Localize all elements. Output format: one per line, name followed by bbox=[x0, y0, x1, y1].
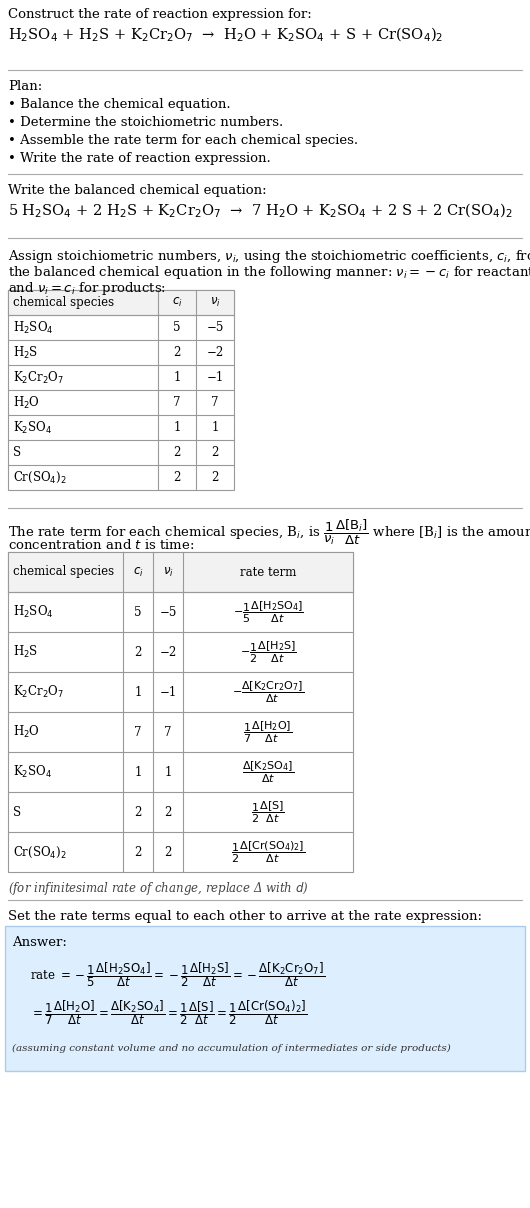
Text: 2: 2 bbox=[134, 806, 142, 819]
Text: $\dfrac{1}{2}\dfrac{\Delta[\mathrm{S}]}{\Delta t}$: $\dfrac{1}{2}\dfrac{\Delta[\mathrm{S}]}{… bbox=[251, 800, 285, 825]
Text: 2: 2 bbox=[211, 446, 219, 459]
Text: H$_2$O: H$_2$O bbox=[13, 395, 40, 411]
Text: (assuming constant volume and no accumulation of intermediates or side products): (assuming constant volume and no accumul… bbox=[12, 1044, 450, 1053]
Text: 7: 7 bbox=[211, 396, 219, 410]
Text: Answer:: Answer: bbox=[12, 936, 67, 949]
Text: K$_2$Cr$_2$O$_7$: K$_2$Cr$_2$O$_7$ bbox=[13, 684, 64, 701]
Text: K$_2$SO$_4$: K$_2$SO$_4$ bbox=[13, 763, 52, 780]
Text: −5: −5 bbox=[160, 605, 176, 618]
Text: −1: −1 bbox=[160, 685, 176, 698]
Text: rate $= -\dfrac{1}{5}\dfrac{\Delta[\mathrm{H_2SO_4}]}{\Delta t} = -\dfrac{1}{2}\: rate $= -\dfrac{1}{5}\dfrac{\Delta[\math… bbox=[30, 960, 325, 989]
Text: S: S bbox=[13, 806, 21, 819]
Text: $c_i$: $c_i$ bbox=[172, 296, 182, 309]
Text: chemical species: chemical species bbox=[13, 565, 114, 579]
Text: • Write the rate of reaction expression.: • Write the rate of reaction expression. bbox=[8, 152, 271, 165]
Text: 1: 1 bbox=[173, 422, 181, 434]
Text: −5: −5 bbox=[206, 321, 224, 333]
Text: 2: 2 bbox=[173, 471, 181, 484]
Text: −2: −2 bbox=[160, 645, 176, 658]
Text: H$_2$S: H$_2$S bbox=[13, 644, 38, 660]
Bar bbox=[8, 552, 353, 872]
Text: 7: 7 bbox=[134, 726, 142, 738]
Text: −2: −2 bbox=[206, 345, 224, 359]
Text: The rate term for each chemical species, B$_i$, is $\dfrac{1}{\nu_i}\dfrac{\Delt: The rate term for each chemical species,… bbox=[8, 518, 530, 547]
Text: $\nu_i$: $\nu_i$ bbox=[209, 296, 220, 309]
Text: H$_2$O: H$_2$O bbox=[13, 724, 40, 741]
Text: Write the balanced chemical equation:: Write the balanced chemical equation: bbox=[8, 184, 267, 197]
Text: • Assemble the rate term for each chemical species.: • Assemble the rate term for each chemic… bbox=[8, 134, 358, 147]
Text: $= \dfrac{1}{7}\dfrac{\Delta[\mathrm{H_2O}]}{\Delta t} = \dfrac{\Delta[\mathrm{K: $= \dfrac{1}{7}\dfrac{\Delta[\mathrm{H_2… bbox=[30, 998, 307, 1027]
Text: H$_2$SO$_4$: H$_2$SO$_4$ bbox=[13, 604, 54, 620]
Text: 5: 5 bbox=[173, 321, 181, 333]
Text: $c_i$: $c_i$ bbox=[132, 565, 143, 579]
Text: 5: 5 bbox=[134, 605, 142, 618]
Text: 1: 1 bbox=[134, 685, 142, 698]
Bar bbox=[8, 552, 353, 592]
Text: 2: 2 bbox=[173, 446, 181, 459]
Text: Cr(SO$_4$)$_2$: Cr(SO$_4$)$_2$ bbox=[13, 844, 67, 860]
Text: Plan:: Plan: bbox=[8, 80, 42, 93]
Text: Assign stoichiometric numbers, $\nu_i$, using the stoichiometric coefficients, $: Assign stoichiometric numbers, $\nu_i$, … bbox=[8, 248, 530, 265]
Text: 7: 7 bbox=[173, 396, 181, 410]
Text: the balanced chemical equation in the following manner: $\nu_i = -c_i$ for react: the balanced chemical equation in the fo… bbox=[8, 265, 530, 281]
Bar bbox=[8, 290, 234, 315]
Text: 2: 2 bbox=[211, 471, 219, 484]
Text: • Determine the stoichiometric numbers.: • Determine the stoichiometric numbers. bbox=[8, 116, 283, 129]
Text: $\dfrac{\Delta[\mathrm{K_2SO_4}]}{\Delta t}$: $\dfrac{\Delta[\mathrm{K_2SO_4}]}{\Delta… bbox=[242, 760, 294, 785]
Text: $\dfrac{1}{7}\dfrac{\Delta[\mathrm{H_2O}]}{\Delta t}$: $\dfrac{1}{7}\dfrac{\Delta[\mathrm{H_2O}… bbox=[243, 719, 293, 745]
Text: H$_2$S: H$_2$S bbox=[13, 344, 38, 360]
Text: 1: 1 bbox=[134, 766, 142, 778]
Text: concentration and $t$ is time:: concentration and $t$ is time: bbox=[8, 538, 195, 552]
Text: K$_2$SO$_4$: K$_2$SO$_4$ bbox=[13, 419, 52, 436]
Text: $-\dfrac{1}{2}\dfrac{\Delta[\mathrm{H_2S}]}{\Delta t}$: $-\dfrac{1}{2}\dfrac{\Delta[\mathrm{H_2S… bbox=[240, 639, 296, 664]
Text: H$_2$SO$_4$: H$_2$SO$_4$ bbox=[13, 319, 54, 336]
Text: 1: 1 bbox=[173, 371, 181, 384]
Text: Set the rate terms equal to each other to arrive at the rate expression:: Set the rate terms equal to each other t… bbox=[8, 910, 482, 923]
Text: $\dfrac{1}{2}\dfrac{\Delta[\mathrm{Cr(SO_4)_2}]}{\Delta t}$: $\dfrac{1}{2}\dfrac{\Delta[\mathrm{Cr(SO… bbox=[231, 840, 305, 865]
Text: 1: 1 bbox=[211, 422, 219, 434]
Text: S: S bbox=[13, 446, 21, 459]
Text: −1: −1 bbox=[206, 371, 224, 384]
Text: rate term: rate term bbox=[240, 565, 296, 579]
Text: 2: 2 bbox=[134, 645, 142, 658]
Text: chemical species: chemical species bbox=[13, 296, 114, 309]
Text: 5 H$_2$SO$_4$ + 2 H$_2$S + K$_2$Cr$_2$O$_7$  →  7 H$_2$O + K$_2$SO$_4$ + 2 S + 2: 5 H$_2$SO$_4$ + 2 H$_2$S + K$_2$Cr$_2$O$… bbox=[8, 202, 513, 220]
Text: 1: 1 bbox=[164, 766, 172, 778]
Text: $\nu_i$: $\nu_i$ bbox=[163, 565, 173, 579]
Text: K$_2$Cr$_2$O$_7$: K$_2$Cr$_2$O$_7$ bbox=[13, 370, 64, 385]
Text: • Balance the chemical equation.: • Balance the chemical equation. bbox=[8, 98, 231, 111]
Text: H$_2$SO$_4$ + H$_2$S + K$_2$Cr$_2$O$_7$  →  H$_2$O + K$_2$SO$_4$ + S + Cr(SO$_4$: H$_2$SO$_4$ + H$_2$S + K$_2$Cr$_2$O$_7$ … bbox=[8, 27, 443, 45]
Text: 7: 7 bbox=[164, 726, 172, 738]
Text: $-\dfrac{1}{5}\dfrac{\Delta[\mathrm{H_2SO_4}]}{\Delta t}$: $-\dfrac{1}{5}\dfrac{\Delta[\mathrm{H_2S… bbox=[233, 599, 304, 625]
Text: and $\nu_i = c_i$ for products:: and $\nu_i = c_i$ for products: bbox=[8, 280, 166, 297]
Text: 2: 2 bbox=[164, 806, 172, 819]
Text: (for infinitesimal rate of change, replace Δ with $d$): (for infinitesimal rate of change, repla… bbox=[8, 879, 309, 898]
Text: Cr(SO$_4$)$_2$: Cr(SO$_4$)$_2$ bbox=[13, 470, 67, 486]
Text: 2: 2 bbox=[134, 846, 142, 859]
Bar bbox=[5, 927, 525, 1071]
Text: $-\dfrac{\Delta[\mathrm{K_2Cr_2O_7}]}{\Delta t}$: $-\dfrac{\Delta[\mathrm{K_2Cr_2O_7}]}{\D… bbox=[232, 679, 304, 704]
Text: 2: 2 bbox=[164, 846, 172, 859]
Bar bbox=[8, 290, 234, 490]
Text: Construct the rate of reaction expression for:: Construct the rate of reaction expressio… bbox=[8, 8, 312, 21]
Text: 2: 2 bbox=[173, 345, 181, 359]
